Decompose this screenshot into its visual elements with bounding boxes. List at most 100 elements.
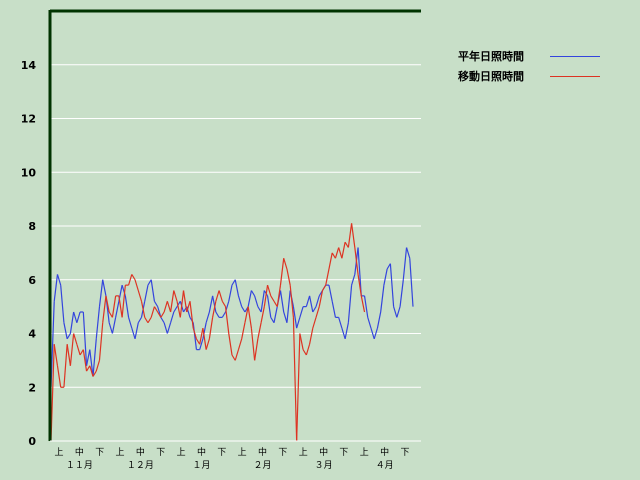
x-period-label: 中 xyxy=(197,446,206,458)
series-segment xyxy=(105,295,110,313)
series-segment xyxy=(373,327,379,340)
series-segment xyxy=(318,290,324,307)
series-segment xyxy=(98,279,104,307)
series-segment xyxy=(166,301,172,313)
series-segment xyxy=(121,285,126,318)
x-period-label: 下 xyxy=(400,448,409,458)
series-segment xyxy=(50,344,55,442)
series-segment xyxy=(147,317,152,324)
series-segment xyxy=(328,252,333,270)
x-month-label: １月 xyxy=(192,460,210,471)
series-segment xyxy=(202,328,207,350)
y-tick-label: 12 xyxy=(21,113,36,126)
series-segment xyxy=(338,317,343,329)
series-segment xyxy=(53,344,59,366)
series-segment xyxy=(367,317,372,329)
series-segment xyxy=(73,311,78,323)
series-segment xyxy=(312,317,317,329)
series-segment xyxy=(173,306,178,313)
series-segment xyxy=(250,290,256,297)
x-period-label: 中 xyxy=(136,446,145,458)
series-segment xyxy=(266,295,272,318)
series-segment xyxy=(215,290,220,302)
series-segment xyxy=(115,301,120,318)
series-segment xyxy=(102,279,107,296)
series-segment xyxy=(254,338,259,361)
x-period-label: 下 xyxy=(217,448,226,458)
series-segment xyxy=(176,301,181,318)
series-segment xyxy=(266,284,272,297)
series-segment xyxy=(328,285,333,302)
series-segment xyxy=(189,301,194,329)
series-segment xyxy=(108,311,113,318)
series-segment xyxy=(299,333,304,350)
series-segment xyxy=(153,306,159,313)
series-segment xyxy=(66,333,71,340)
series-segment xyxy=(208,295,214,313)
legend-label-moving: 移動日照時間 xyxy=(458,70,524,83)
series-segment xyxy=(192,322,198,350)
series-segment xyxy=(56,365,62,388)
series-segment xyxy=(263,285,269,307)
series-segment xyxy=(195,338,201,345)
series-segment xyxy=(386,263,391,270)
series-segment xyxy=(76,344,81,356)
series-segment xyxy=(85,349,91,366)
series-segment xyxy=(134,322,139,339)
series-segment xyxy=(305,344,311,356)
x-month-label: ４月 xyxy=(376,460,394,471)
series-segment xyxy=(228,285,233,302)
series-segment xyxy=(276,285,282,307)
series-segment xyxy=(137,317,143,324)
series-segment xyxy=(53,274,59,302)
series-segment xyxy=(296,317,301,329)
series-segment xyxy=(179,290,185,318)
series-segment xyxy=(260,306,265,323)
x-period-label: 中 xyxy=(258,446,267,458)
x-period-label: 上 xyxy=(54,447,63,458)
series-segment xyxy=(182,290,188,313)
series-segment xyxy=(63,344,68,388)
series-segment xyxy=(208,317,214,339)
series-segment xyxy=(331,301,337,318)
series-segment xyxy=(341,242,346,259)
legend-swatch-moving xyxy=(550,75,600,77)
series-segment xyxy=(73,333,78,345)
series-segment xyxy=(292,317,298,442)
series-segment xyxy=(92,338,97,377)
series-segment xyxy=(292,306,298,329)
series-segment xyxy=(370,327,375,340)
series-segment xyxy=(321,284,327,291)
series-segment xyxy=(354,247,359,275)
series-segment xyxy=(244,306,249,323)
series-segment xyxy=(350,223,356,248)
series-segment xyxy=(237,295,243,307)
series-segment xyxy=(344,241,349,248)
series-segment xyxy=(82,349,88,372)
series-segment xyxy=(63,322,68,339)
series-segment xyxy=(89,349,94,377)
series-segment xyxy=(257,306,262,313)
series-segment xyxy=(163,322,168,334)
series-segment xyxy=(50,301,55,388)
series-segment xyxy=(347,223,353,248)
series-segment xyxy=(360,295,366,313)
series-segment xyxy=(98,322,104,361)
series-segment xyxy=(131,274,136,281)
series-segment xyxy=(147,279,152,286)
x-period-label: 上 xyxy=(177,447,186,458)
series-segment xyxy=(157,311,162,318)
series-segment xyxy=(163,301,168,313)
series-segment xyxy=(247,290,252,307)
x-period-label: 下 xyxy=(95,448,104,458)
series-segment xyxy=(192,327,198,340)
series-segment xyxy=(308,328,314,345)
series-segment xyxy=(312,306,317,313)
series-segment xyxy=(402,247,408,280)
series-segment xyxy=(283,311,288,323)
series-segment xyxy=(279,258,285,286)
series-segment xyxy=(76,311,81,323)
x-period-label: 中 xyxy=(319,446,328,458)
series-segment xyxy=(82,311,88,366)
